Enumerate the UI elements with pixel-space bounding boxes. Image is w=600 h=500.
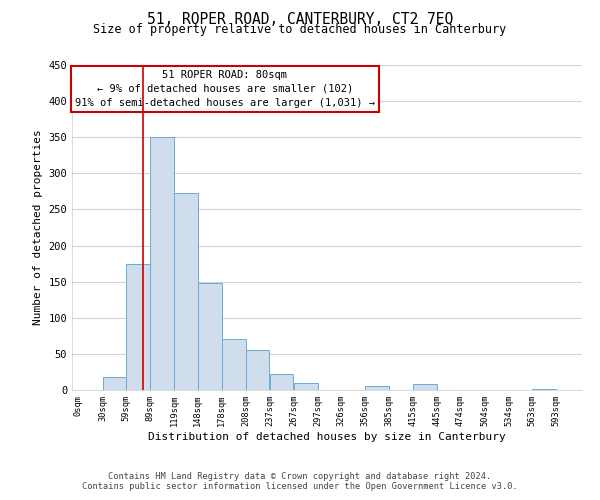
Text: Size of property relative to detached houses in Canterbury: Size of property relative to detached ho… (94, 22, 506, 36)
Bar (198, 283, 222, 390)
Bar (365, 386, 389, 390)
Bar (293, 383, 317, 390)
Text: Contains public sector information licensed under the Open Government Licence v3: Contains public sector information licen… (82, 482, 518, 491)
Bar (126, 264, 150, 390)
Bar (150, 137, 174, 390)
Bar (269, 374, 293, 390)
Text: 51 ROPER ROAD: 80sqm
← 9% of detached houses are smaller (102)
91% of semi-detac: 51 ROPER ROAD: 80sqm ← 9% of detached ho… (75, 70, 375, 108)
Bar (246, 350, 269, 390)
Bar (532, 388, 556, 390)
Text: 51, ROPER ROAD, CANTERBURY, CT2 7EQ: 51, ROPER ROAD, CANTERBURY, CT2 7EQ (147, 12, 453, 28)
Text: Contains HM Land Registry data © Crown copyright and database right 2024.: Contains HM Land Registry data © Crown c… (109, 472, 491, 481)
Y-axis label: Number of detached properties: Number of detached properties (33, 130, 43, 326)
Bar (222, 340, 246, 390)
Bar (103, 377, 126, 390)
Bar (413, 384, 437, 390)
X-axis label: Distribution of detached houses by size in Canterbury: Distribution of detached houses by size … (148, 432, 506, 442)
Bar (175, 193, 197, 390)
